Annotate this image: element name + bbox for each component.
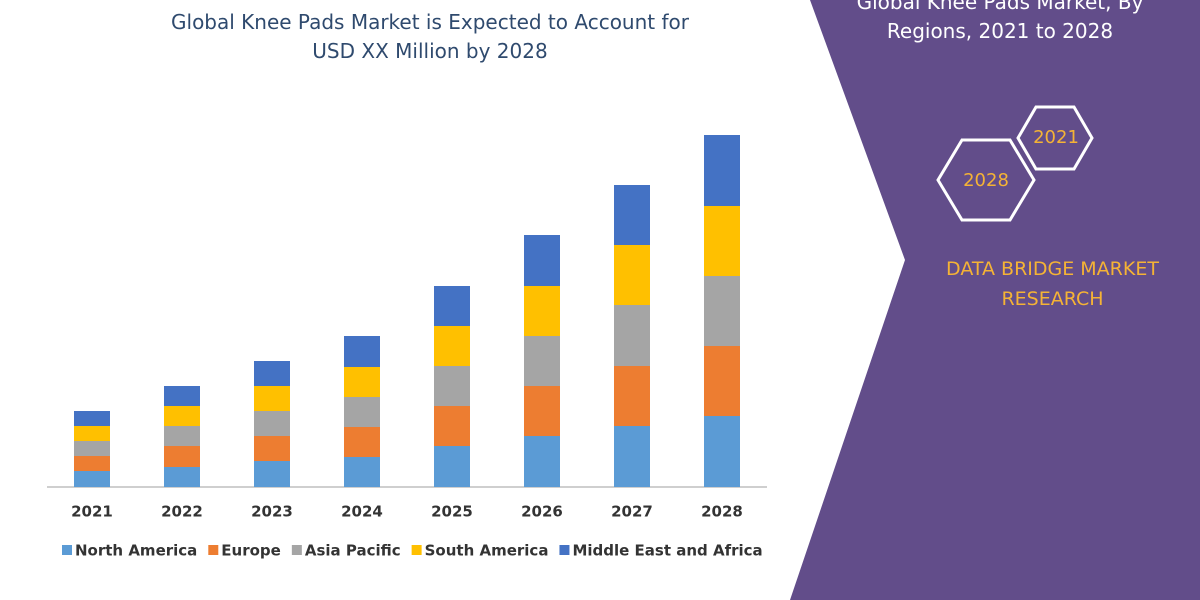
bar-segment <box>704 416 740 487</box>
bar-segment <box>434 286 470 326</box>
bar-segment <box>254 461 290 487</box>
legend-swatch <box>62 545 72 555</box>
chart-title: Global Knee Pads Market is Expected to A… <box>171 10 689 63</box>
bar-segment <box>74 456 110 471</box>
bar-segment <box>164 426 200 446</box>
bar-segment <box>344 427 380 457</box>
bar-segment <box>614 245 650 305</box>
bar-segment <box>704 206 740 276</box>
bar-segment <box>74 426 110 441</box>
bar-segment <box>164 406 200 426</box>
bar-segment <box>524 286 560 336</box>
bar-segment <box>254 436 290 461</box>
x-tick-label: 2023 <box>251 503 293 521</box>
bar-segment <box>344 457 380 487</box>
legend-swatch <box>208 545 219 555</box>
hex-label: 2028 <box>963 170 1009 191</box>
bar-segment <box>524 336 560 386</box>
bar-segment <box>254 411 290 436</box>
bar-segment <box>164 467 200 487</box>
x-tick-label: 2026 <box>521 503 563 521</box>
bar-segment <box>254 386 290 411</box>
bar-segment <box>434 446 470 487</box>
x-tick-label: 2021 <box>71 503 113 521</box>
bar-segment <box>434 366 470 406</box>
legend-swatch <box>291 545 302 555</box>
bar-segment <box>704 135 740 206</box>
bar-segment <box>434 406 470 446</box>
bar-segment <box>704 276 740 346</box>
x-tick-label: 2027 <box>611 503 653 521</box>
brand: DATA BRIDGE MARKET RESEARCH <box>946 258 1159 310</box>
x-tick-label: 2028 <box>701 503 743 521</box>
side-title: Global Knee Pads Market, By Regions, 202… <box>856 0 1144 43</box>
hexagon <box>936 138 1036 222</box>
x-tick-label: 2024 <box>341 503 383 521</box>
x-tick-label: 2022 <box>161 503 203 521</box>
bar-segment <box>614 426 650 487</box>
hex-label: 2021 <box>1033 127 1079 148</box>
legend-label: South America <box>425 542 549 560</box>
legend-swatch <box>411 545 422 555</box>
bar-segment <box>254 361 290 386</box>
bar-segment <box>164 386 200 406</box>
bar-segment <box>344 367 380 397</box>
legend-label: North America <box>75 542 197 560</box>
legend-swatch <box>559 545 570 555</box>
side-panel-bg <box>790 0 1200 600</box>
legend-label: Asia Pacific <box>305 542 401 560</box>
bar-segment <box>74 441 110 456</box>
bar-segment <box>614 185 650 245</box>
legend-label: Europe <box>221 542 281 560</box>
bar-segment <box>704 346 740 416</box>
bar-segment <box>74 411 110 426</box>
bar-segment <box>524 235 560 286</box>
bar-segment <box>74 471 110 487</box>
bar-segment <box>524 386 560 436</box>
bar-segment <box>344 336 380 367</box>
hexagon <box>1016 105 1094 171</box>
legend-label: Middle East and Africa <box>572 542 762 560</box>
bar-segment <box>344 397 380 427</box>
bar-segment <box>434 326 470 366</box>
bar-segment <box>614 366 650 426</box>
x-tick-label: 2025 <box>431 503 473 521</box>
bar-segment <box>164 446 200 467</box>
bar-segment <box>524 436 560 487</box>
bar-segment <box>614 305 650 366</box>
